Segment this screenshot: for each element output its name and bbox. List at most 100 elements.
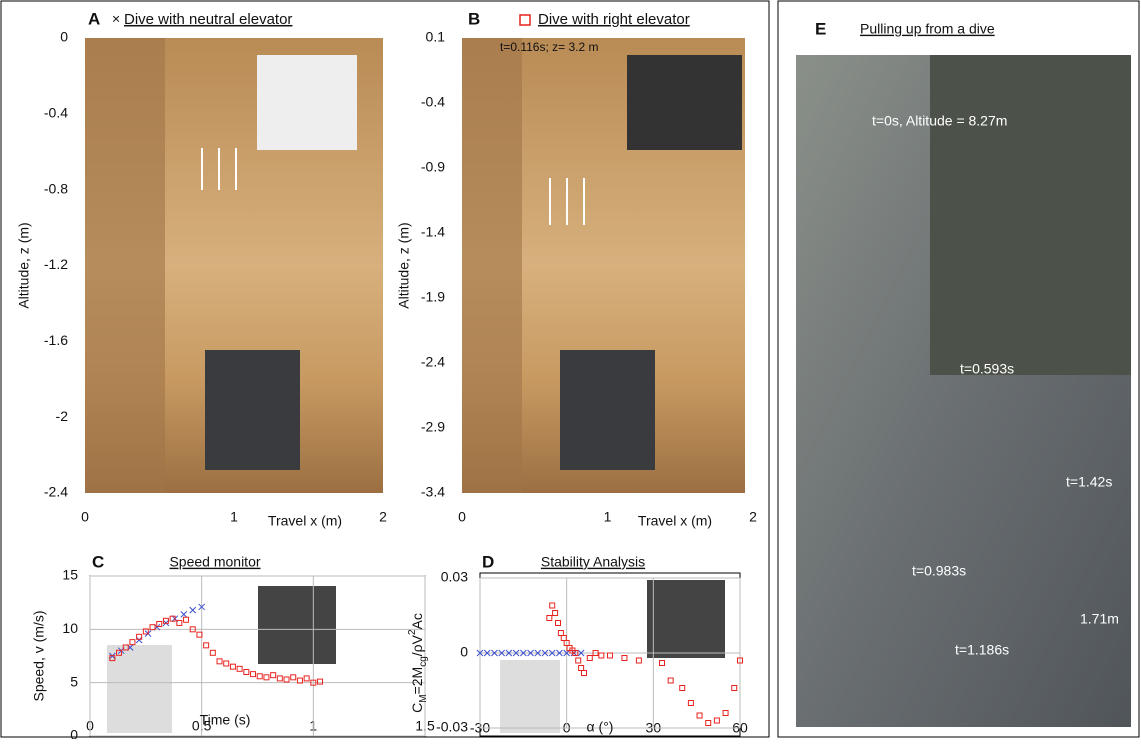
point: [660, 661, 665, 666]
point: [622, 656, 627, 661]
x-axis-label: Time (s): [200, 712, 251, 728]
y-tick-label: 0.03: [441, 569, 468, 585]
point: [547, 616, 552, 621]
inset-photo: [500, 660, 560, 733]
y-tick-label: -1.6: [44, 332, 68, 348]
point: [579, 666, 584, 671]
point: [224, 661, 229, 666]
point: [184, 617, 189, 622]
y-tick-label: 10: [62, 620, 78, 636]
point: [723, 711, 728, 716]
y-axis-label: CM=2Mcg/ρV2Ac: [407, 613, 429, 713]
y-axis-label-part: Ac: [409, 613, 425, 629]
y-axis-label-part: cg: [418, 656, 429, 667]
point: [706, 721, 711, 726]
point: [230, 664, 235, 669]
x-tick-label: 0: [458, 509, 466, 525]
y-tick-label: -0.4: [44, 105, 68, 121]
y-tick-label: 0.1: [426, 29, 446, 45]
inset-photo: [258, 586, 336, 664]
annotation: 1.71m: [1080, 611, 1119, 627]
figure: A B C D E 0120-0.4-0.8-1.2-1.6-2-2.4Trav…: [0, 0, 1141, 739]
annotation: t=0.983s: [912, 563, 966, 579]
panel-letter: A: [88, 9, 100, 28]
annotation: t=0.116s; z= 3.2 m: [500, 40, 599, 54]
point: [587, 656, 592, 661]
legend-label: Dive with right elevator: [538, 11, 690, 28]
y-tick-label: -0.4: [421, 94, 445, 110]
point: [558, 631, 563, 636]
wall: [85, 38, 165, 493]
point: [257, 674, 262, 679]
y-axis-label-part: M: [418, 694, 429, 702]
y-tick-label: -0.03: [436, 719, 468, 735]
y-tick-label: 0: [70, 727, 78, 739]
y-axis-label: Altitude, z (m): [396, 222, 412, 308]
x-axis-label: Travel x (m): [638, 513, 712, 529]
point: [204, 643, 209, 648]
legend-label: Dive with neutral elevator: [124, 11, 292, 28]
panel-letter: C: [92, 552, 104, 571]
panel-title: Speed monitor: [169, 554, 260, 570]
point: [291, 675, 296, 680]
point: [264, 675, 269, 680]
y-tick-label: -0.8: [44, 180, 68, 196]
y-tick-label: 15: [62, 567, 78, 583]
annotation: t=1.42s: [1066, 474, 1112, 490]
point: [636, 658, 641, 663]
inset-photo: [647, 580, 725, 658]
x-tick-label: 0: [81, 509, 89, 525]
annotation: t=0s, Altitude = 8.27m: [872, 113, 1007, 129]
y-tick-label: -1.9: [421, 289, 445, 305]
x-axis-label: Travel x (m): [268, 513, 342, 529]
point: [688, 701, 693, 706]
y-tick-label: -2.9: [421, 419, 445, 435]
panel-letter: D: [482, 552, 494, 571]
x-axis-label: α (°): [587, 719, 614, 735]
point: [210, 650, 215, 655]
point: [697, 713, 702, 718]
y-tick-label: 0: [60, 29, 68, 45]
point: [318, 679, 323, 684]
inset-photo: [257, 55, 357, 150]
y-tick-label: -1.4: [421, 224, 445, 240]
building: [930, 55, 1131, 375]
legend-symbol: [520, 15, 530, 25]
y-tick-label: -2: [56, 408, 69, 424]
panel-title: Stability Analysis: [541, 554, 645, 570]
x-tick-label: 2: [379, 509, 387, 525]
panel-title: Pulling up from a dive: [860, 21, 995, 37]
point: [251, 672, 256, 677]
point: [304, 676, 309, 681]
y-axis-label-part: =2M: [409, 667, 425, 695]
point: [217, 659, 222, 664]
x-tick-label: 1: [604, 509, 612, 525]
y-tick-label: -3.4: [421, 484, 445, 500]
annotation: t=1.186s: [955, 642, 1009, 658]
x-tick-label: 2: [749, 509, 757, 525]
point: [599, 653, 604, 658]
tables: [205, 350, 300, 470]
point: [271, 673, 276, 678]
y-tick-label: 5: [70, 673, 78, 689]
y-axis-label-part: /ρV: [409, 634, 425, 656]
point: [608, 653, 613, 658]
point: [157, 622, 162, 627]
point: [284, 677, 289, 682]
point: [244, 670, 249, 675]
point: [550, 603, 555, 608]
y-axis-label: Altitude, z (m): [16, 222, 32, 308]
point: [576, 658, 581, 663]
tables: [560, 350, 655, 470]
legend-symbol: ×: [112, 11, 120, 27]
point: [190, 607, 196, 613]
y-tick-label: 0: [460, 644, 468, 660]
point: [732, 686, 737, 691]
y-tick-label: -0.9: [421, 159, 445, 175]
y-axis-label: Speed, v (m/s): [31, 610, 47, 701]
inset-photo: [627, 55, 742, 150]
point: [561, 636, 566, 641]
y-tick-label: -2.4: [44, 484, 68, 500]
point: [714, 718, 719, 723]
wall: [462, 38, 522, 493]
